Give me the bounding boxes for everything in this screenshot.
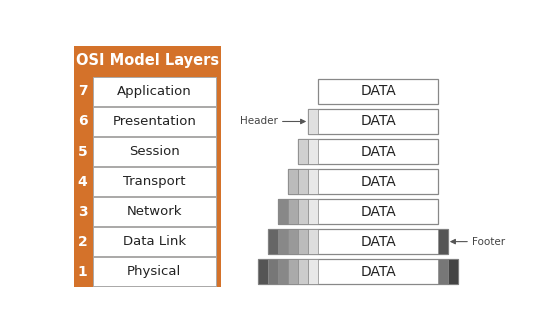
Text: DATA: DATA [360,114,396,129]
Text: Presentation: Presentation [112,115,197,128]
Bar [438,229,447,254]
Text: 1: 1 [78,265,88,279]
Bar [93,107,216,136]
Text: DATA: DATA [360,205,396,218]
Text: Footer: Footer [472,237,505,247]
Bar [308,259,318,284]
Bar [308,109,318,134]
Bar [93,77,216,106]
Text: Physical: Physical [127,265,182,278]
Bar [93,167,216,196]
Text: Data Link: Data Link [123,235,186,248]
Bar [447,259,458,284]
Bar [308,109,438,134]
Text: DATA: DATA [360,85,396,98]
Text: DATA: DATA [360,175,396,189]
Bar [93,227,216,256]
Text: DATA: DATA [360,144,396,159]
Bar [288,199,299,224]
Text: 4: 4 [78,175,88,189]
Text: DATA: DATA [360,265,396,279]
Bar [278,199,288,224]
Bar [299,199,308,224]
Bar [278,229,288,254]
Bar [258,259,268,284]
Text: OSI Model Layers: OSI Model Layers [76,53,219,68]
Text: 3: 3 [78,205,88,218]
Text: Session: Session [129,145,180,158]
Bar [288,229,299,254]
Bar [299,139,438,164]
Bar [288,259,299,284]
Bar [268,229,278,254]
Bar [288,169,438,194]
Text: 5: 5 [78,144,88,159]
Text: 2: 2 [78,235,88,249]
Bar [308,139,318,164]
Bar [268,259,278,284]
Bar [438,259,447,284]
Bar [308,169,318,194]
Bar [308,229,318,254]
Text: Transport: Transport [123,175,186,188]
Text: DATA: DATA [360,235,396,249]
Bar [93,197,216,226]
Text: 7: 7 [78,85,88,98]
Bar [299,139,308,164]
Bar [93,137,216,166]
Text: Network: Network [127,205,182,218]
Bar [318,79,438,104]
Bar [278,199,438,224]
Bar [299,169,308,194]
Bar [308,199,318,224]
Bar [258,259,458,284]
Bar [278,259,288,284]
Bar [74,46,221,287]
Bar [288,169,299,194]
Text: 6: 6 [78,114,88,129]
Text: Header: Header [240,116,278,126]
Bar [299,229,308,254]
Bar [299,259,308,284]
Bar [268,229,447,254]
Text: Application: Application [117,85,192,98]
Bar [93,257,216,286]
